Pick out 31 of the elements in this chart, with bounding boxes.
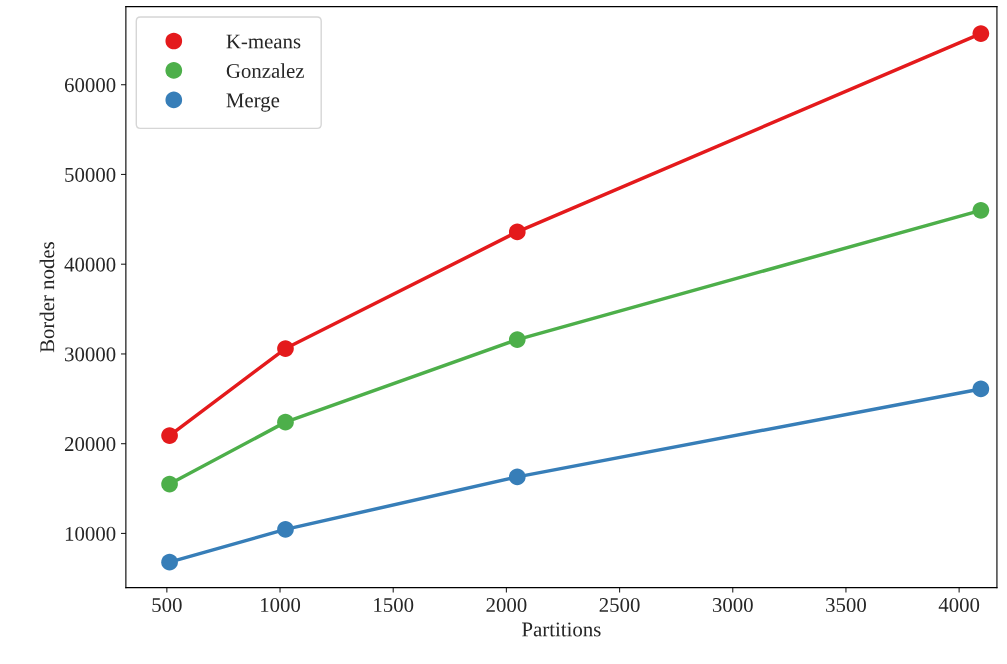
x-tick-label: 1500 [374,597,414,613]
y-tick-label: 10000 [65,526,116,541]
point [972,380,990,398]
point [277,521,294,538]
point [277,340,294,357]
x-axis-title: Partitions [522,622,601,637]
x-tick-label: 3000 [712,597,753,613]
point [277,413,294,431]
x-tick-label: 500 [152,597,182,613]
y-tick-label: 40000 [64,257,116,272]
legend-label: Gonzalez [226,63,304,78]
point [972,25,990,42]
y-tick-label: 30000 [65,347,116,362]
point [161,553,178,571]
point [161,427,178,444]
y-axis-title: Border nodes [39,242,55,353]
y-tick-label: 50000 [65,167,116,182]
legend-label: Merge [226,93,280,112]
x-tick-label: 1000 [261,597,301,613]
point [508,468,526,486]
x-tick-label: 3500 [826,597,866,613]
y-tick-label: 60000 [64,78,116,93]
x-tick-label: 4000 [938,597,980,613]
y-tick-label: 20000 [64,437,116,452]
point [508,223,526,241]
x-tick-label: 2000 [486,597,527,613]
point [161,475,178,493]
legend-label: K-means [226,34,301,49]
point [508,331,526,348]
x-tick-label: 2500 [599,597,640,613]
point [972,202,990,219]
